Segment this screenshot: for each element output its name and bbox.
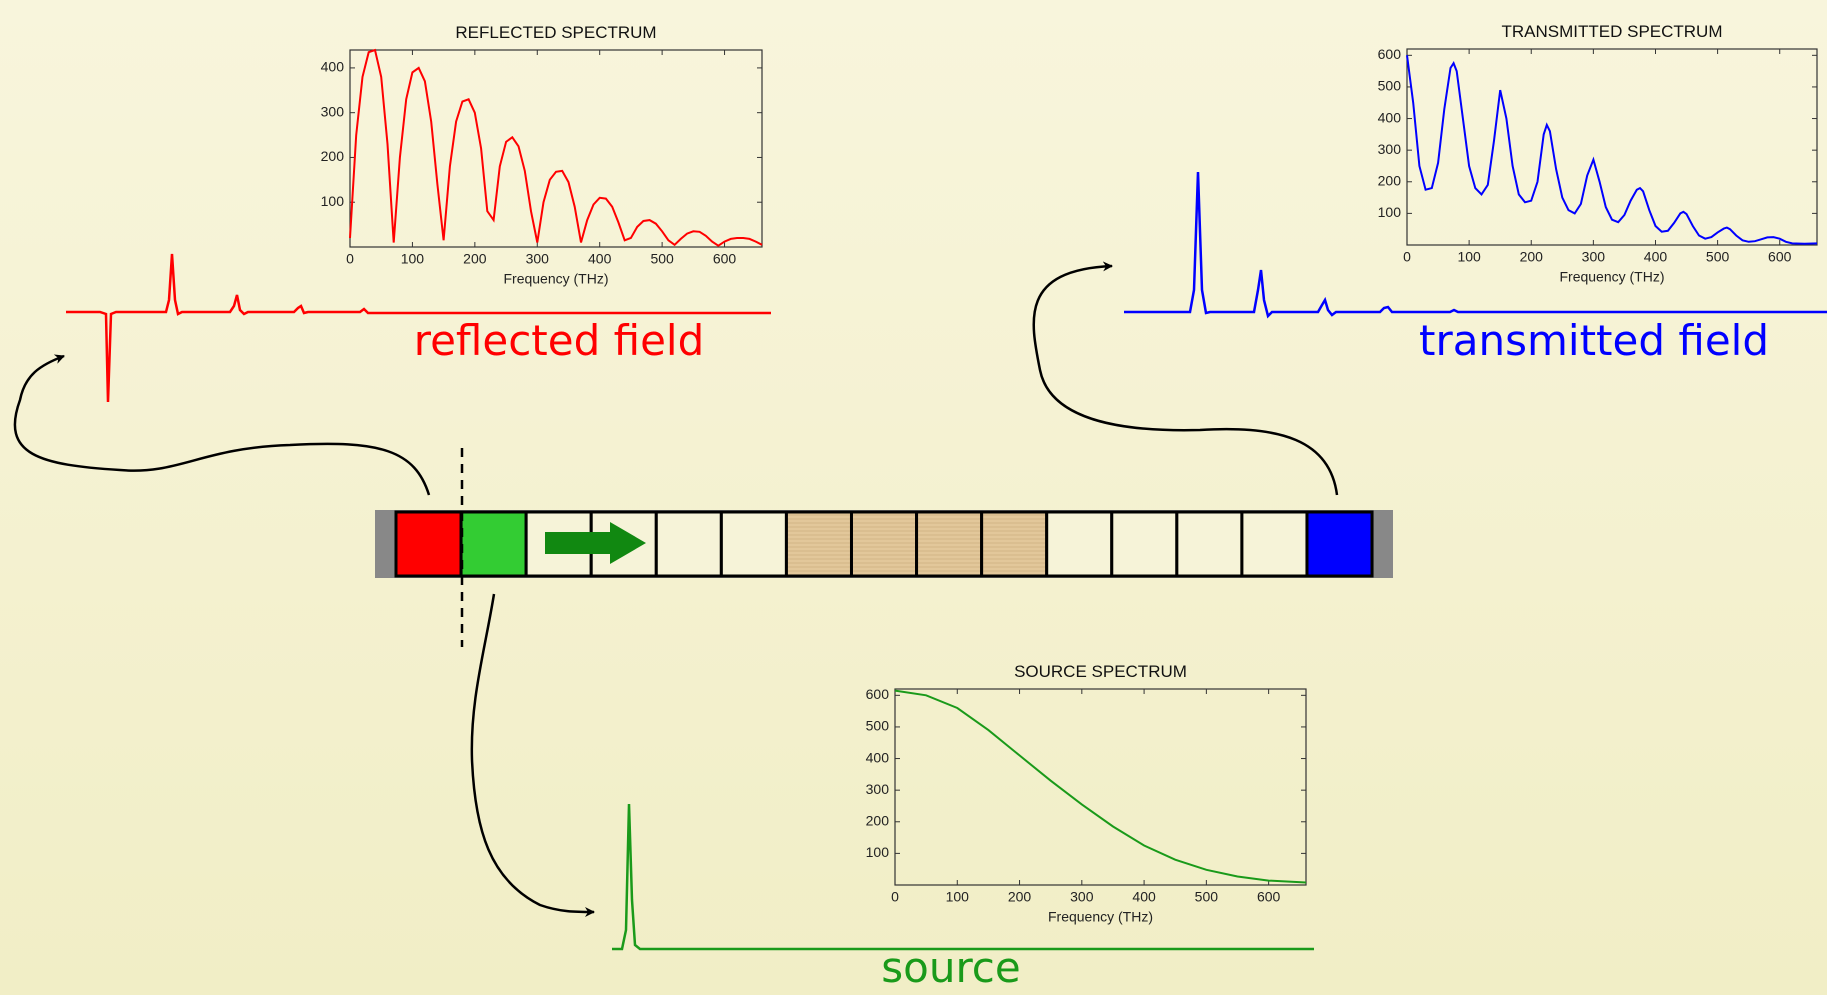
y-tick-label: 400 [866,749,890,765]
chart-title: SOURCE SPECTRUM [1014,662,1187,681]
waveguide [375,448,1393,647]
y-tick-label: 500 [1378,78,1402,94]
chart-title: REFLECTED SPECTRUM [455,23,656,42]
source-arrow [470,593,595,917]
cell [1305,510,1374,578]
x-tick-label: 400 [1644,249,1668,265]
x-tick-label: 500 [1195,889,1219,905]
y-tick-label: 300 [1378,141,1402,157]
x-axis-label: Frequency (THz) [1048,909,1153,925]
cell [1175,510,1244,578]
y-tick-label: 500 [866,718,890,734]
x-tick-label: 0 [346,251,354,267]
cell [394,510,463,578]
x-tick-label: 400 [588,251,612,267]
reflected-label: reflected field [414,316,705,365]
cell [980,510,1049,578]
y-tick-label: 400 [321,59,345,75]
transmitted-label: transmitted field [1419,316,1769,365]
x-tick-label: 100 [1457,249,1481,265]
x-tick-label: 300 [1070,889,1094,905]
y-tick-label: 100 [321,193,345,209]
source-trace [612,803,1314,951]
cell [1240,510,1309,578]
x-tick-label: 300 [526,251,550,267]
y-tick-label: 200 [866,812,890,828]
spectrum-chart: REFLECTED SPECTRUM Frequency (THz) 0 100 200… [321,23,763,287]
x-tick-label: 600 [1768,249,1792,265]
x-tick-label: 200 [1008,889,1032,905]
cells [394,510,1374,578]
spectrum-line [894,689,1307,884]
x-tick-label: 0 [1403,249,1411,265]
cell [719,510,788,578]
x-axis-label: Frequency (THz) [1559,269,1664,285]
source-label: source [881,943,1020,992]
x-tick-label: 200 [1520,249,1544,265]
transmitted-trace [1124,171,1827,319]
x-tick-label: 200 [463,251,487,267]
y-tick-label: 300 [321,103,345,119]
plot-frame [894,688,1307,886]
y-tick-label: 600 [866,686,890,702]
y-tick-label: 100 [866,844,890,860]
x-tick-label: 100 [946,889,970,905]
y-tick-label: 100 [1378,204,1402,220]
reflected-arrow [13,354,431,496]
x-tick-label: 600 [713,251,737,267]
spectrum-chart: TRANSMITTED SPECTRUM Frequency (THz) 0 100 2… [1378,22,1818,285]
plot-frame [349,49,763,248]
cell [1110,510,1179,578]
cell [915,510,984,578]
plot-frame [1406,48,1818,246]
x-tick-label: 0 [891,889,899,905]
spectrum-line [1406,55,1818,245]
x-tick-label: 600 [1257,889,1281,905]
x-tick-label: 500 [1706,249,1730,265]
y-tick-label: 200 [1378,172,1402,188]
y-tick-label: 300 [866,781,890,797]
reflected-trace [66,253,771,403]
x-tick-label: 400 [1132,889,1156,905]
spectrum-chart: SOURCE SPECTRUM Frequency (THz) 0 100 200 300… [866,662,1307,925]
y-tick-label: 200 [321,148,345,164]
cell [849,510,919,578]
x-tick-label: 500 [650,251,674,267]
x-tick-label: 100 [401,251,425,267]
cell [459,510,528,578]
chart-title: TRANSMITTED SPECTRUM [1502,22,1723,41]
cell [654,510,723,578]
x-axis-label: Frequency (THz) [503,271,608,287]
y-tick-label: 400 [1378,109,1402,125]
cell [1045,510,1114,578]
cell [784,510,853,578]
spectrum-line [349,48,763,247]
x-tick-label: 300 [1582,249,1606,265]
propagation-arrow [545,522,646,564]
transmitted-arrow [1032,261,1339,496]
y-tick-label: 600 [1378,46,1402,62]
